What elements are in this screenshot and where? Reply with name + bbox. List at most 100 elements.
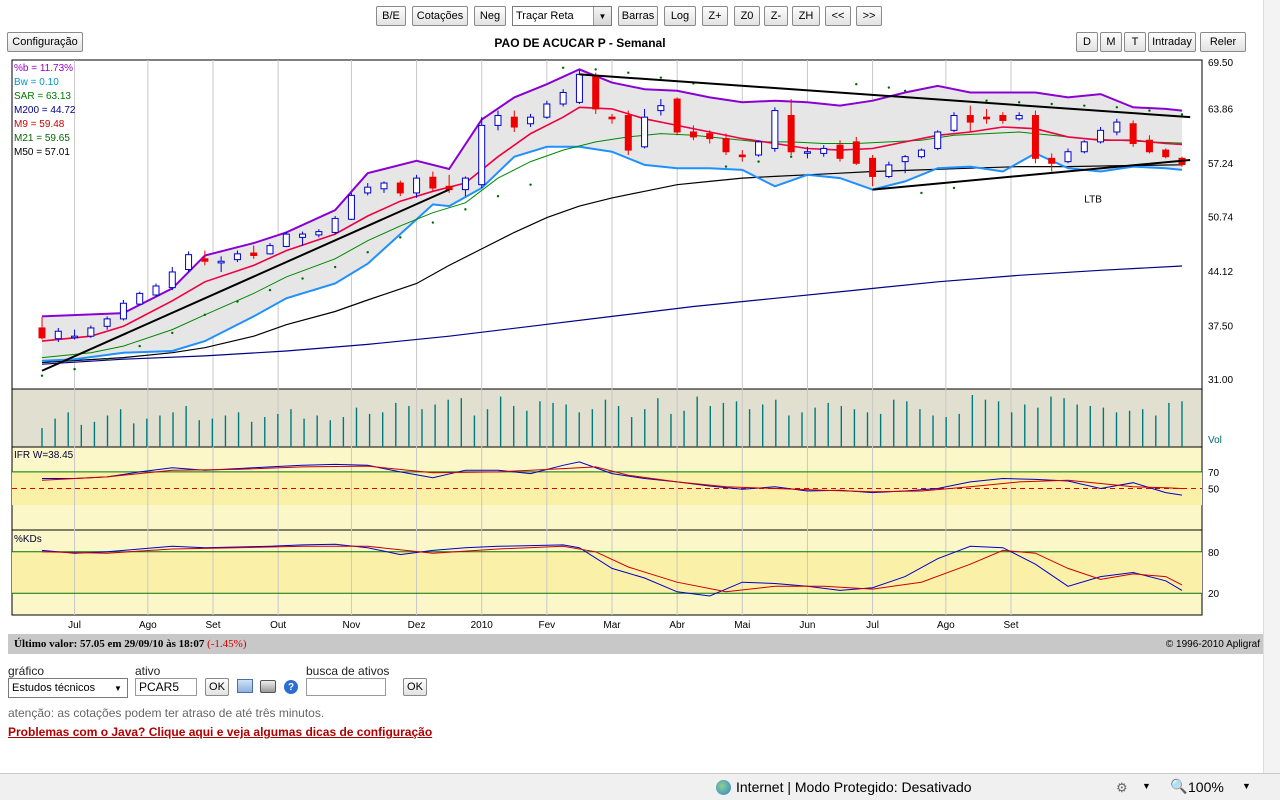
busca-ok-button[interactable]: OK [403, 678, 427, 696]
sar-dot [203, 313, 207, 316]
chevron-down-icon[interactable]: ▼ [1142, 781, 1151, 791]
sar-dot [952, 186, 956, 190]
sar-dot [268, 288, 272, 292]
cotacoes-button[interactable]: Cotações [412, 6, 468, 26]
price-tick-label: 31.00 [1208, 375, 1233, 386]
sar-dot [789, 155, 793, 158]
candle-body [103, 318, 111, 327]
windows-icon[interactable] [237, 679, 253, 693]
x-tick-label: Jun [799, 620, 815, 631]
sar-dot [627, 71, 630, 74]
reler-button[interactable]: Reler [1200, 32, 1246, 52]
candle-body [836, 144, 844, 159]
candle-body [233, 253, 241, 261]
candle-body [413, 177, 421, 194]
kd-d-line [41, 545, 1183, 593]
candle-body [478, 124, 486, 186]
sar-dot [887, 86, 891, 89]
x-tick-label: Fev [539, 620, 556, 631]
ativo-ok-button[interactable]: OK [205, 678, 229, 696]
ativo-label: ativo [135, 664, 161, 678]
zoom-level[interactable]: 100% [1188, 779, 1224, 795]
busca-input[interactable] [306, 678, 386, 696]
intraday-button[interactable]: Intraday [1148, 32, 1196, 52]
last-value: Último valor: 57.05 em 29/09/10 às 18:07… [14, 638, 247, 650]
ifr-label: IFR W=38.45 [14, 450, 74, 461]
candle-body [461, 177, 469, 191]
last-value-change: (-1.45%) [207, 638, 247, 650]
x-tick-label: Set [1003, 620, 1018, 631]
be-button[interactable]: B/E [376, 6, 406, 26]
candle-body [152, 285, 160, 296]
sar-dot [399, 236, 402, 239]
chevron-down-icon[interactable]: ▼ [1242, 781, 1251, 791]
ativo-input[interactable]: PCAR5 [135, 678, 197, 696]
candle-body [999, 115, 1007, 121]
print-icon[interactable] [260, 680, 276, 693]
candle-body [1162, 149, 1170, 158]
sar-dot [105, 358, 109, 361]
sar-dot [724, 165, 728, 168]
last-value-text: Último valor: 57.05 em 29/09/10 às 18:07 [14, 638, 205, 650]
candle-body [1064, 151, 1072, 163]
zoom-h-button[interactable]: ZH [792, 6, 820, 26]
trendline [872, 158, 1191, 191]
candle-body [608, 116, 616, 120]
vertical-scrollbar[interactable] [1263, 0, 1280, 773]
protected-mode-icon[interactable]: ⚙ [1116, 780, 1128, 795]
x-tick-label: Ago [937, 620, 955, 631]
sar-dot [138, 344, 141, 348]
zoom-icon[interactable]: 🔍 [1170, 778, 1188, 794]
chevron-down-icon[interactable]: ▼ [593, 7, 611, 25]
kds-tick-label: 20 [1208, 589, 1220, 600]
candle-body [71, 335, 79, 339]
volume-label: Vol [1208, 435, 1222, 446]
candle-body [559, 91, 567, 105]
chevron-down-icon[interactable]: ▼ [109, 679, 127, 697]
candle-body [820, 147, 828, 154]
grafico-value: Estudos técnicos [12, 682, 96, 694]
period-quarterly-button[interactable]: T [1124, 32, 1146, 52]
candle-body [282, 233, 290, 247]
scroll-left-button[interactable]: << [825, 6, 851, 26]
bollinger-band-fill [42, 69, 1182, 361]
sar-dot [757, 160, 760, 163]
bollinger-upper-line [41, 68, 1183, 318]
security-zone[interactable]: Internet | Modo Protegido: Desativado [736, 779, 972, 795]
candle-body [592, 75, 600, 110]
sar-dot [1083, 104, 1086, 107]
x-tick-label: Mar [603, 620, 621, 631]
trendline-label: LTB [1084, 195, 1102, 206]
configuracao-button[interactable]: Configuração [7, 32, 83, 52]
period-daily-button[interactable]: D [1076, 32, 1098, 52]
scroll-right-button[interactable]: >> [856, 6, 882, 26]
candle-body [1145, 139, 1153, 153]
bollinger-lower-line [41, 145, 1183, 362]
draw-tool-select[interactable]: Traçar Reta ▼ [512, 6, 612, 26]
chart-title: PAO DE ACUCAR P - Semanal [494, 36, 666, 50]
stock-chart[interactable]: LTB 69.5063.8657.2450.7444.1237.5031.00 … [0, 55, 1270, 633]
grafico-select[interactable]: Estudos técnicos ▼ [8, 678, 128, 698]
sar-dot [1115, 106, 1119, 109]
grafico-label: gráfico [8, 664, 45, 678]
sar-dot [920, 191, 923, 195]
java-help-link[interactable]: Problemas com o Java? Clique aqui e veja… [8, 725, 433, 739]
x-tick-label: Dez [408, 620, 426, 631]
x-tick-label: Set [205, 620, 220, 631]
kds-zone [12, 551, 1202, 594]
candle-body [1015, 115, 1023, 120]
candle-body [429, 176, 437, 189]
zoom-in-button[interactable]: Z+ [702, 6, 728, 26]
candle-body [966, 115, 974, 123]
m50-line [41, 164, 1183, 364]
neg-button[interactable]: Neg [474, 6, 506, 26]
ifr-line [42, 461, 1183, 496]
log-button[interactable]: Log [664, 6, 696, 26]
zoom-reset-button[interactable]: Z0 [734, 6, 760, 26]
zoom-out-button[interactable]: Z- [764, 6, 788, 26]
trendline [41, 188, 450, 372]
candle-body [527, 116, 535, 125]
barras-button[interactable]: Barras [618, 6, 658, 26]
help-icon[interactable]: ? [284, 680, 298, 694]
period-monthly-button[interactable]: M [1100, 32, 1122, 52]
